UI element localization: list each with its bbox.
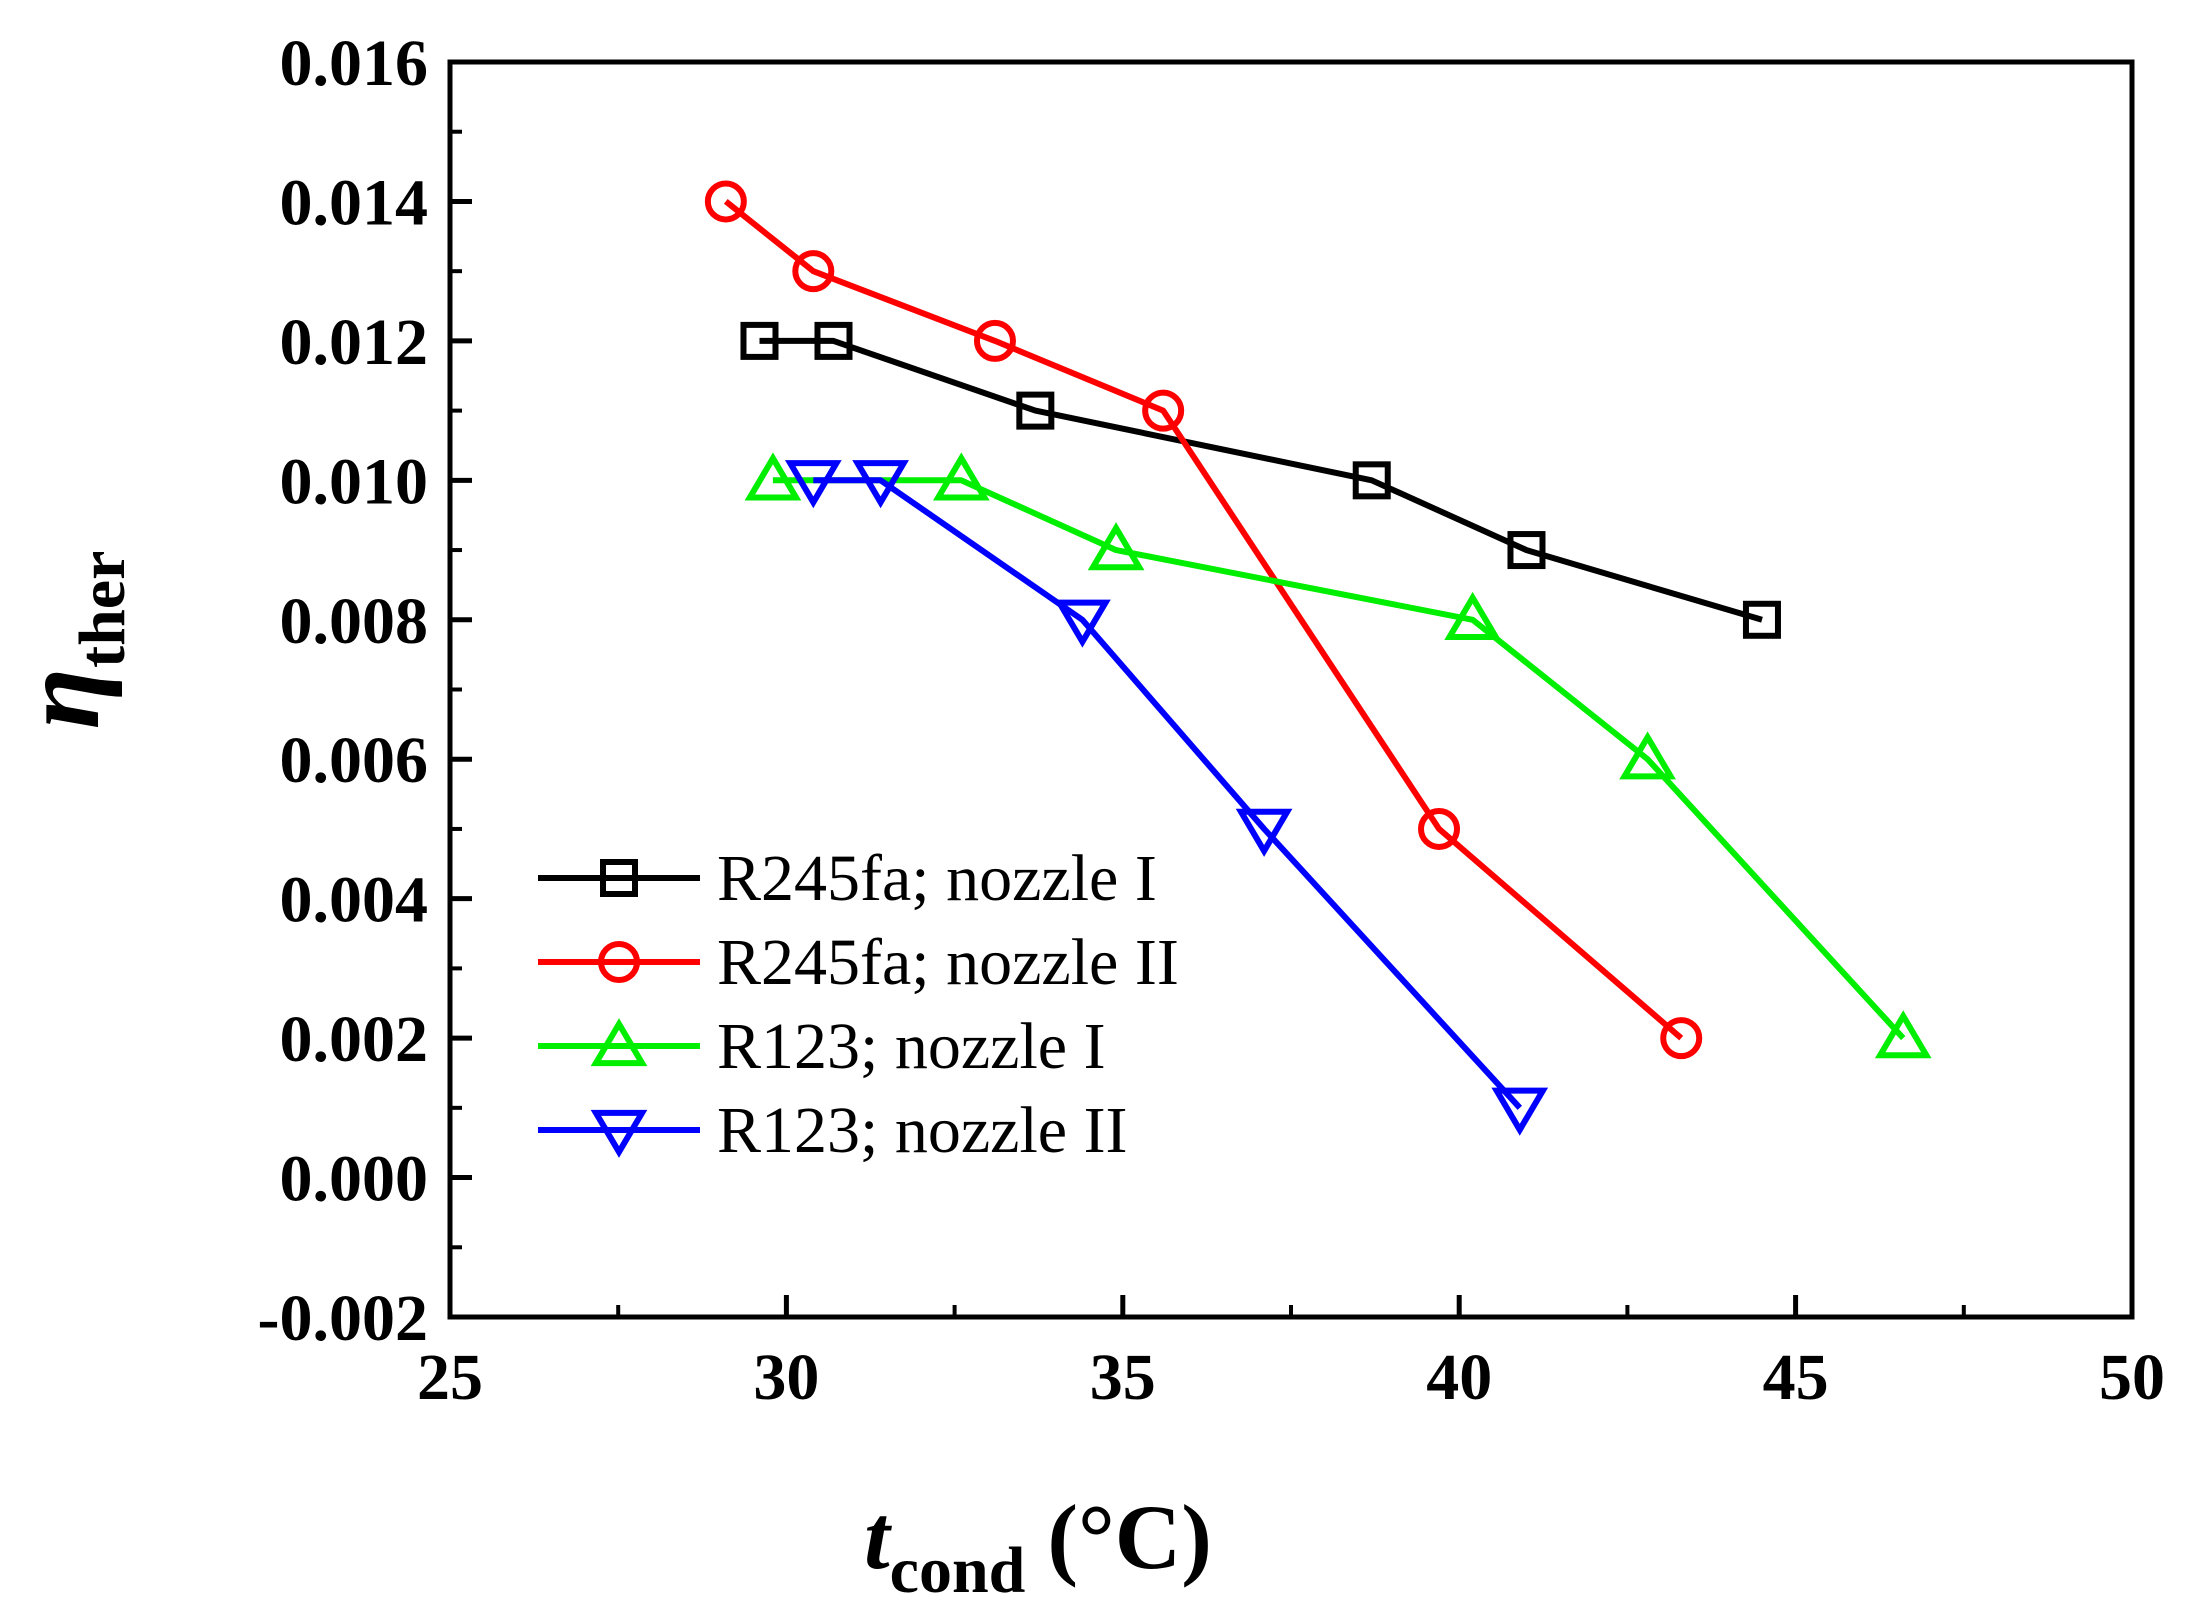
data-point	[1742, 600, 1781, 639]
data-point	[814, 321, 853, 360]
data-point	[704, 180, 747, 223]
x-tick-label: 25	[417, 1341, 483, 1414]
legend-item: R245fa; nozzle I	[538, 842, 1157, 915]
y-tick-label: 0.002	[280, 1003, 429, 1076]
axis-layer: 25 30 35 40 45 50 -0.002 0.000 0.002 0.004 0.006 0.…	[258, 27, 2165, 1414]
x-axis-title-main: t	[864, 1486, 892, 1588]
y-axis-title: ηther	[0, 551, 139, 730]
legend-marker	[590, 1018, 648, 1067]
data-point	[1660, 1017, 1703, 1060]
x-tick-label: 30	[753, 1341, 819, 1414]
legend: R245fa; nozzle I R245fa; nozzle II R123; n…	[538, 842, 1179, 1167]
y-axis-title-main: η	[0, 668, 123, 729]
series-3	[744, 452, 1932, 1059]
data-point	[1418, 807, 1461, 850]
y-tick-label: -0.002	[258, 1282, 428, 1355]
y-tick-label: 0.006	[280, 724, 429, 797]
data-point	[740, 321, 779, 360]
data-point	[1087, 522, 1145, 571]
y-tick-label: 0.008	[280, 585, 429, 658]
legend-label: R245fa; nozzle II	[717, 926, 1179, 999]
legend-marker	[590, 1109, 648, 1158]
series-layer	[704, 180, 1932, 1136]
y-tick-label: 0.010	[280, 445, 429, 518]
data-point	[1874, 1010, 1932, 1059]
series-line	[759, 337, 1763, 623]
legend-label: R123; nozzle II	[717, 1094, 1128, 1167]
x-tick-label: 40	[1426, 1341, 1492, 1414]
x-tick-label: 45	[1763, 1341, 1829, 1414]
x-axis-title-sub: cond	[890, 1534, 1026, 1601]
series-2	[704, 180, 1703, 1060]
x-tick-label: 50	[2099, 1341, 2165, 1414]
legend-item: R123; nozzle I	[538, 1010, 1106, 1083]
series-4	[784, 460, 1549, 1136]
data-point	[1507, 531, 1546, 570]
x-axis-title: tcond (°C)	[864, 1486, 1212, 1601]
legend-label: R245fa; nozzle I	[717, 842, 1157, 915]
legend-marker	[598, 941, 640, 983]
legend-label: R123; nozzle I	[717, 1010, 1106, 1083]
y-tick-label: 0.004	[280, 864, 429, 937]
data-point	[744, 452, 802, 501]
data-point	[1054, 599, 1111, 648]
data-point	[1444, 591, 1502, 640]
data-point	[1235, 808, 1293, 857]
data-point	[973, 319, 1016, 362]
series-line	[813, 477, 1523, 1110]
y-tick-label: 0.012	[280, 306, 429, 379]
data-point	[792, 250, 835, 293]
data-point	[852, 460, 909, 509]
data-point	[932, 452, 990, 501]
y-axis-title-sub: ther	[66, 551, 139, 668]
data-point	[1352, 461, 1391, 500]
legend-item: R245fa; nozzle II	[538, 926, 1179, 999]
legend-item: R123; nozzle II	[538, 1094, 1128, 1167]
x-tick-label: 35	[1090, 1341, 1156, 1414]
data-point	[784, 460, 842, 509]
data-point	[1619, 731, 1676, 780]
x-axis-title-unit: (°C)	[1047, 1486, 1212, 1588]
y-tick-label: 0.014	[280, 166, 429, 239]
data-point	[1491, 1087, 1549, 1136]
series-1	[740, 321, 1781, 639]
series-line	[772, 477, 1906, 1041]
data-point	[1142, 389, 1185, 432]
y-tick-label: 0.016	[280, 27, 429, 100]
data-point	[1016, 391, 1055, 430]
y-tick-label: 0.000	[280, 1143, 429, 1216]
legend-marker	[600, 859, 638, 897]
